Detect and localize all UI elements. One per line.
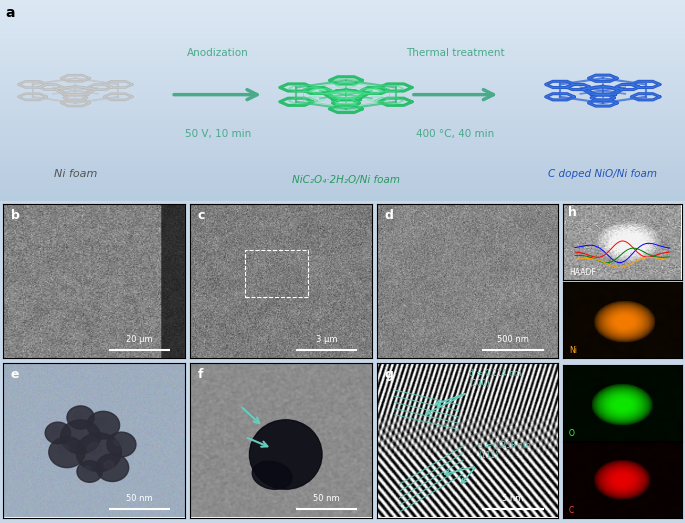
Text: Thermal treatment: Thermal treatment	[406, 49, 505, 59]
Text: 3 μm: 3 μm	[316, 335, 337, 344]
Circle shape	[76, 433, 121, 472]
Text: Anodization: Anodization	[187, 49, 249, 59]
Text: HAADF: HAADF	[569, 268, 596, 277]
Text: Ni: Ni	[569, 346, 577, 355]
Circle shape	[45, 422, 71, 444]
Text: a: a	[5, 6, 15, 20]
Text: b: b	[11, 209, 20, 222]
Text: NiC₂O₄·2H₂O/Ni foam: NiC₂O₄·2H₂O/Ni foam	[292, 175, 400, 185]
Circle shape	[84, 466, 91, 473]
Text: 400 °C, 40 min: 400 °C, 40 min	[416, 129, 495, 139]
Circle shape	[71, 428, 83, 438]
Text: O: O	[569, 429, 575, 438]
Circle shape	[60, 420, 101, 454]
Circle shape	[88, 442, 101, 454]
Text: 50 nm: 50 nm	[313, 494, 340, 503]
Text: 50 nm: 50 nm	[126, 494, 153, 503]
Text: 5 nm: 5 nm	[502, 494, 523, 503]
Text: f: f	[198, 368, 203, 381]
Circle shape	[95, 418, 105, 427]
Circle shape	[74, 412, 82, 418]
Circle shape	[67, 406, 94, 429]
Text: d = 0.258 nm
(111): d = 0.258 nm (111)	[478, 440, 531, 460]
Text: h: h	[568, 206, 577, 219]
Text: Ni foam: Ni foam	[53, 169, 97, 179]
Circle shape	[96, 454, 129, 482]
Circle shape	[87, 411, 120, 439]
Text: C: C	[569, 506, 574, 515]
Text: c: c	[198, 209, 205, 222]
Text: d = 0.214 nm
(200): d = 0.214 nm (200)	[469, 369, 521, 388]
Circle shape	[49, 437, 85, 468]
Circle shape	[77, 461, 102, 482]
Ellipse shape	[252, 461, 292, 490]
Text: 500 nm: 500 nm	[497, 335, 529, 344]
Text: 50 V, 10 min: 50 V, 10 min	[185, 129, 251, 139]
Text: e: e	[11, 368, 19, 381]
Circle shape	[58, 445, 68, 454]
Bar	[245, 251, 308, 297]
Ellipse shape	[249, 420, 322, 489]
Circle shape	[114, 438, 123, 446]
Circle shape	[51, 427, 59, 434]
Circle shape	[104, 461, 114, 469]
Text: d: d	[384, 209, 393, 222]
Text: g: g	[384, 368, 393, 381]
Text: 20 μm: 20 μm	[126, 335, 153, 344]
Text: C doped NiO/Ni foam: C doped NiO/Ni foam	[548, 169, 658, 179]
Circle shape	[107, 432, 136, 457]
